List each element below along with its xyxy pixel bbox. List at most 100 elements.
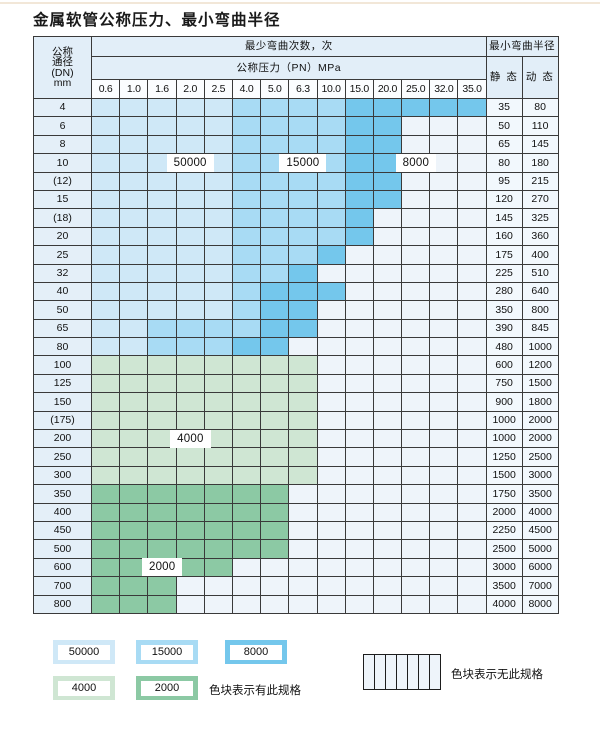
spec-cell <box>203 447 233 467</box>
spec-cell <box>147 134 177 155</box>
table-row: 300 1500 3000 <box>33 465 559 486</box>
dn-cell: 15 <box>33 189 92 210</box>
pressure-header-11: 25.0 <box>401 79 431 99</box>
static-radius-cell: 80 <box>485 153 523 173</box>
dynamic-radius-cell: 8000 <box>521 594 559 614</box>
spec-cell <box>401 447 431 467</box>
spec-cell <box>231 281 262 302</box>
spec-cell <box>401 337 431 357</box>
dynamic-radius-cell: 800 <box>521 300 559 320</box>
spec-cell <box>147 539 177 559</box>
spec-cell <box>288 263 318 283</box>
spec-cell <box>457 189 487 210</box>
table-row: 100 600 1200 <box>33 355 559 375</box>
spec-cell <box>147 281 177 302</box>
spec-cell <box>119 576 149 596</box>
legend-has-spec-text: 色块表示有此规格 <box>209 685 301 697</box>
spec-cell <box>401 594 431 614</box>
dn-cell: 600 <box>33 557 92 578</box>
spec-cell <box>260 373 290 394</box>
spec-cell <box>90 263 121 283</box>
static-header: 静 态 <box>485 56 523 99</box>
static-radius-cell: 120 <box>485 189 523 210</box>
dynamic-radius-cell: 325 <box>521 208 559 228</box>
legend-chip-4000-label: 4000 <box>58 680 110 696</box>
spec-cell <box>90 502 121 522</box>
spec-cell <box>260 226 290 247</box>
spec-cell <box>175 576 205 596</box>
spec-cell <box>203 502 233 522</box>
spec-cell <box>288 484 318 504</box>
static-radius-cell: 225 <box>485 263 523 283</box>
spec-cell <box>231 594 262 614</box>
spec-cell <box>119 116 149 136</box>
spec-cell <box>203 245 233 265</box>
static-radius-cell: 1000 <box>485 429 523 449</box>
spec-cell <box>260 410 290 431</box>
spec-cell <box>429 576 459 596</box>
spec-cell <box>288 520 318 541</box>
table-row: 25 175 400 <box>33 245 559 265</box>
spec-cell <box>429 300 459 320</box>
spec-table: 公称 通径 (DN) mm 最少弯曲次数，次 最小弯曲半径 公称压力（PN）MP… <box>33 36 559 614</box>
static-radius-cell: 4000 <box>485 594 523 614</box>
spec-cell <box>231 189 262 210</box>
dn-header-line-1: 公称 <box>52 45 73 58</box>
spec-cell <box>344 281 374 302</box>
dn-header-line-4: mm <box>53 77 72 89</box>
spec-cell <box>231 245 262 265</box>
spec-cell <box>203 226 233 247</box>
spec-cell <box>119 410 149 431</box>
spec-cell <box>147 189 177 210</box>
static-radius-cell: 2250 <box>485 520 523 541</box>
spec-cell <box>231 447 262 467</box>
legend-no-spec-cell <box>364 655 375 689</box>
table-row: 15 120 270 <box>33 189 559 210</box>
dn-cell: (175) <box>33 410 92 431</box>
spec-cell <box>372 189 403 210</box>
spec-cell <box>429 97 459 118</box>
spec-cell <box>429 355 459 375</box>
spec-cell <box>90 465 121 486</box>
spec-cell <box>288 410 318 431</box>
spec-cell <box>429 502 459 522</box>
spec-cell <box>231 134 262 155</box>
spec-cell <box>316 171 346 191</box>
spec-cell <box>231 373 262 394</box>
table-row: 40 280 640 <box>33 281 559 302</box>
table-row: 20 160 360 <box>33 226 559 247</box>
spec-cell <box>147 226 177 247</box>
spec-cell <box>457 171 487 191</box>
dn-header-line-3: (DN) <box>51 66 74 79</box>
spec-cell <box>147 116 177 136</box>
spec-cell <box>203 208 233 228</box>
spec-cell <box>119 429 149 449</box>
spec-cell <box>344 171 374 191</box>
spec-cell <box>90 447 121 467</box>
spec-cell <box>147 392 177 412</box>
dynamic-radius-cell: 4500 <box>521 520 559 541</box>
spec-cell <box>119 594 149 614</box>
spec-cell <box>175 116 205 136</box>
spec-cell <box>401 465 431 486</box>
spec-cell <box>344 337 374 357</box>
pressure-header-10: 20.0 <box>372 79 403 99</box>
dynamic-radius-cell: 7000 <box>521 576 559 596</box>
table-row: (175) 1000 2000 <box>33 410 559 431</box>
spec-cell <box>344 116 374 136</box>
spec-cell <box>344 484 374 504</box>
spec-cell <box>231 171 262 191</box>
spec-cell <box>119 153 149 173</box>
spec-cell <box>175 539 205 559</box>
spec-cell <box>316 429 346 449</box>
spec-cell <box>119 171 149 191</box>
dynamic-radius-cell: 180 <box>521 153 559 173</box>
spec-cell <box>119 520 149 541</box>
spec-cell <box>457 447 487 467</box>
dn-cell: 65 <box>33 318 92 339</box>
spec-cell <box>175 226 205 247</box>
table-row: 700 3500 7000 <box>33 576 559 596</box>
spec-cell <box>90 116 121 136</box>
static-radius-cell: 600 <box>485 355 523 375</box>
spec-cell <box>316 539 346 559</box>
